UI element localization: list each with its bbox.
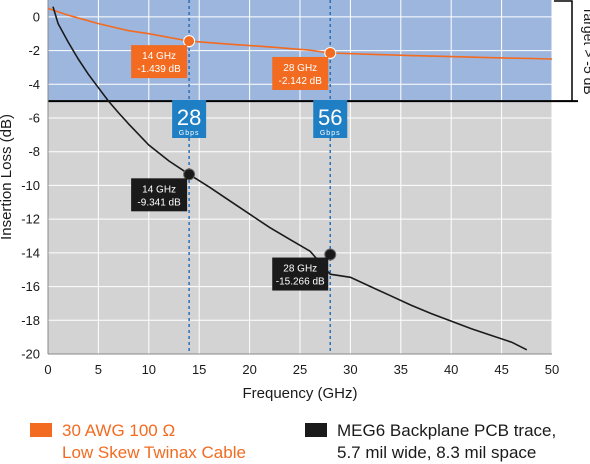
y-tick-label: -20 [21, 347, 40, 362]
legend-label-twinax: 30 AWG 100 Ω Low Skew Twinax Cable [62, 420, 246, 464]
y-tick-label: -4 [28, 77, 40, 92]
callout-box [131, 45, 188, 79]
x-tick-label: 0 [44, 362, 51, 377]
legend-label-pcb: MEG6 Backplane PCB trace, 5.7 mil wide, … [337, 420, 556, 464]
data-point-marker [183, 168, 196, 181]
x-tick-label: 15 [192, 362, 206, 377]
legend-label-twinax-line2: Low Skew Twinax Cable [62, 443, 246, 462]
y-tick-label: -14 [21, 245, 40, 260]
data-rate-badge-box [172, 100, 207, 138]
x-tick-label: 5 [95, 362, 102, 377]
x-tick-label: 35 [394, 362, 408, 377]
x-tick-label: 40 [444, 362, 458, 377]
callout-box [272, 56, 329, 90]
legend-swatch-pcb [305, 423, 327, 437]
callout-loss-value: -1.439 dB [137, 64, 181, 75]
y-tick-label: -6 [28, 111, 40, 126]
callout-frequency: 14 GHz [142, 51, 176, 62]
data-rate-badge-unit: Gbps [179, 130, 200, 137]
y-tick-label: -12 [21, 212, 40, 227]
x-axis-title: Frequency (GHz) [242, 385, 357, 402]
series-line-pcb [52, 6, 528, 351]
marker-callout-twinax-14ghz: 14 GHz -1.439 dB [131, 35, 196, 79]
marker-callout-pcb-28ghz: 28 GHz -15.266 dB [272, 248, 337, 291]
x-tick-label: 30 [343, 362, 357, 377]
legend-label-pcb-line1: MEG6 Backplane PCB trace, [337, 421, 557, 440]
callout-loss-value: -9.341 dB [137, 197, 181, 208]
x-tick-label: 20 [242, 362, 256, 377]
y-tick-label: 0 [33, 9, 40, 24]
callout-box [131, 178, 188, 212]
legend-swatch-twinax [30, 423, 52, 437]
y-tick-label: -10 [21, 178, 40, 193]
data-point-marker [324, 46, 337, 59]
data-rate-badge-unit: Gbps [320, 130, 341, 137]
x-tick-label: 25 [293, 362, 307, 377]
x-tick-label: 50 [545, 362, 559, 377]
data-rate-badge-box [313, 100, 348, 138]
callout-loss-value: -2.142 dB [279, 76, 323, 87]
y-axis-title: Insertion Loss (dB) [0, 114, 15, 240]
callout-box [272, 257, 329, 291]
callout-frequency: 14 GHz [142, 184, 176, 195]
y-tick-label: -8 [28, 144, 40, 159]
target-bracket [554, 0, 573, 102]
data-rate-badge-value: 56 [318, 105, 342, 130]
data-rate-badge-value: 28 [177, 105, 201, 130]
x-tick-label: 45 [494, 362, 508, 377]
data-point-marker [324, 248, 337, 261]
marker-callout-twinax-28ghz: 28 GHz -2.142 dB [272, 46, 337, 90]
x-tick-label: 10 [142, 362, 156, 377]
legend-label-twinax-line1: 30 AWG 100 Ω [62, 421, 176, 440]
y-tick-label: -18 [21, 313, 40, 328]
y-tick-label: -2 [28, 43, 40, 58]
callout-frequency: 28 GHz [283, 264, 317, 275]
callout-loss-value: -15.266 dB [276, 277, 325, 288]
y-tick-label: -16 [21, 279, 40, 294]
data-point-marker [183, 35, 196, 48]
legend-label-pcb-line2: 5.7 mil wide, 8.3 mil space [337, 443, 537, 462]
target-band-label: Target > -5 dB [581, 6, 590, 94]
marker-callout-pcb-14ghz: 14 GHz -9.341 dB [131, 168, 196, 212]
series-line-twinax [47, 7, 553, 60]
callout-frequency: 28 GHz [283, 63, 317, 74]
